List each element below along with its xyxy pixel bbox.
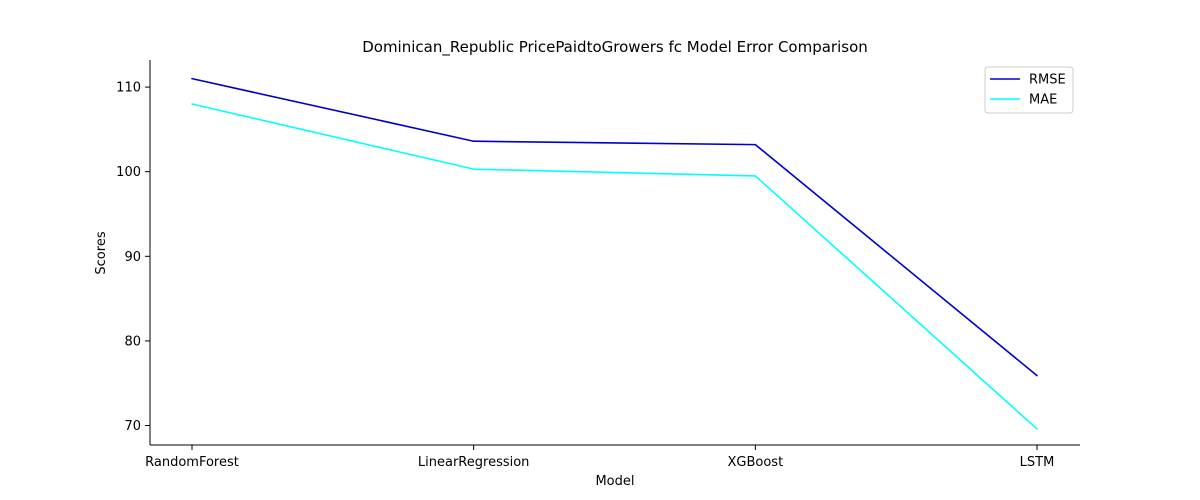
data-point-mae [191, 103, 193, 105]
x-axis-title: Model [595, 474, 634, 489]
chart-title: Dominican_Republic PricePaidtoGrowers fc… [362, 38, 868, 57]
data-point-mae [472, 168, 475, 170]
data-point-rmse [472, 140, 475, 143]
y-tick-label: 110 [116, 81, 141, 96]
legend-label-mae: MAE [1029, 93, 1057, 108]
y-axis-title: Scores [94, 231, 109, 274]
legend-label-rmse: RMSE [1029, 73, 1066, 88]
data-point-mae [754, 175, 757, 177]
y-tick-label: 80 [124, 334, 141, 349]
data-point-rmse [754, 143, 757, 146]
x-tick-label: LSTM [1020, 455, 1055, 470]
series-line-rmse [191, 77, 1038, 377]
data-point-mae [1036, 428, 1038, 430]
y-axis-ticks: 70 80 90 100 110 [116, 81, 150, 434]
x-axis-ticks: RandomForest LinearRegression XGBoost LSTM [145, 445, 1054, 470]
data-point-rmse [1036, 374, 1038, 377]
x-tick-label: RandomForest [145, 455, 239, 470]
x-tick-label: LinearRegression [418, 455, 530, 470]
y-tick-label: 100 [116, 165, 141, 180]
plot-area [191, 77, 1038, 430]
y-tick-label: 90 [124, 250, 141, 265]
legend: RMSE MAE [984, 66, 1074, 114]
data-point-rmse [191, 77, 193, 80]
y-tick-label: 70 [124, 419, 141, 434]
series-line-mae [191, 103, 1038, 430]
x-tick-label: XGBoost [727, 455, 783, 470]
